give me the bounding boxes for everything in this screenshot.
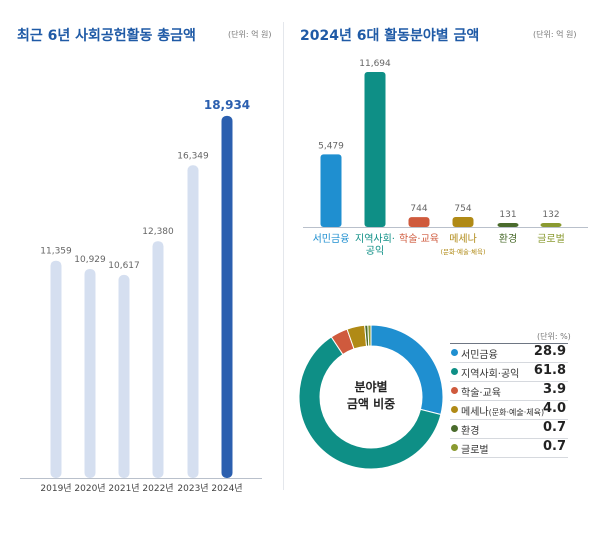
field-amount-chart: 5,479 서민금융 11,694 지역사회·공익 744 학술·교육 754 메세나 (문화·… — [303, 59, 588, 257]
legend-item: 학술·교육 3.9 — [450, 382, 568, 401]
legend-item: 지역사회·공익 61.8 — [450, 363, 568, 382]
legend-top-rule — [450, 343, 568, 344]
legend-value: 61.8 — [533, 363, 566, 378]
field-bar — [364, 72, 386, 227]
field-value-label: 131 — [499, 210, 516, 220]
donut-slice — [367, 324, 372, 347]
legend-item: 서민금융 28.9 — [450, 344, 568, 363]
legend-value: 28.9 — [533, 344, 566, 359]
field-share-donut — [298, 324, 444, 470]
legend-swatch — [451, 425, 458, 432]
field-value-label: 11,694 — [359, 59, 391, 69]
field-value-label: 132 — [542, 210, 559, 220]
year-tick-label: 2024년 — [211, 483, 242, 494]
left-chart-title: 최근 6년 사회공헌활동 총금액 — [17, 28, 196, 44]
legend-swatch — [451, 444, 458, 451]
field-bar — [497, 223, 519, 227]
year-bar — [84, 268, 96, 478]
legend-label: 메세나(문화·예술·체육) — [461, 407, 545, 418]
section-divider — [283, 22, 284, 490]
year-tick-label: 2021년 — [108, 483, 139, 494]
field-tick-label: 서민금융 — [313, 233, 350, 245]
year-tick-label: 2023년 — [177, 483, 208, 494]
year-value-label: 10,617 — [108, 261, 140, 271]
field-bar — [452, 217, 474, 227]
year-value-label: 18,934 — [204, 98, 250, 112]
field-tick-sublabel: (문화·예술·체육) — [440, 247, 485, 256]
legend-sublabel: (문화·예술·체육) — [488, 408, 545, 417]
year-bar — [221, 115, 233, 478]
year-tick-label: 2022년 — [142, 483, 173, 494]
field-tick-label: 학술·교육 — [399, 233, 439, 245]
right-chart-title: 2024년 6대 활동분야별 금액 — [300, 28, 480, 44]
year-value-label: 12,380 — [142, 227, 174, 237]
donut-center-line2: 금액 비중 — [346, 397, 396, 411]
year-value-label: 10,929 — [74, 255, 106, 265]
legend-label: 지역사회·공익 — [461, 369, 520, 380]
legend-value: 4.0 — [542, 401, 566, 416]
yearly-total-chart: 11,359 2019년 10,929 2020년 10,617 2021년 12,380 2… — [20, 98, 262, 494]
year-bar — [50, 260, 62, 478]
legend-label: 서민금융 — [461, 350, 498, 361]
year-tick-label: 2020년 — [74, 483, 105, 494]
legend-swatch — [451, 406, 458, 413]
donut-center-line1: 분야별 — [354, 380, 388, 394]
year-value-label: 11,359 — [40, 247, 72, 257]
year-bar — [152, 241, 164, 478]
field-bar — [320, 154, 342, 227]
legend-label: 학술·교육 — [461, 388, 501, 399]
legend-swatch — [451, 349, 458, 356]
legend-label: 글로벌 — [461, 445, 489, 456]
field-bar — [408, 217, 430, 227]
field-tick-label: 메세나 — [449, 233, 477, 245]
legend-value: 0.7 — [542, 420, 566, 435]
field-tick-label: 지역사회· — [355, 233, 395, 245]
left-unit-label: (단위: 억 원) — [228, 30, 272, 39]
year-bar — [187, 165, 199, 478]
field-bar — [540, 223, 562, 227]
legend-item: 환경 0.7 — [450, 420, 568, 439]
field-value-label: 744 — [410, 204, 427, 214]
donut-slice — [298, 336, 442, 470]
donut-center-label: 분야별 금액 비중 — [336, 379, 406, 413]
year-bar — [118, 274, 130, 478]
legend-swatch — [451, 387, 458, 394]
field-tick-label: 공익 — [366, 245, 384, 257]
donut-unit-label: (단위: %) — [537, 332, 571, 341]
field-tick-label: 글로벌 — [537, 233, 565, 245]
year-tick-label: 2019년 — [40, 483, 71, 494]
field-tick-label: 환경 — [499, 232, 517, 245]
legend-label: 환경 — [461, 426, 480, 437]
year-value-label: 16,349 — [177, 151, 209, 161]
field-value-label: 754 — [454, 204, 471, 214]
legend-value: 0.7 — [542, 439, 566, 454]
legend-swatch — [451, 368, 458, 375]
field-value-label: 5,479 — [318, 141, 344, 151]
legend-item: 메세나(문화·예술·체육) 4.0 — [450, 401, 568, 420]
legend-item: 글로벌 0.7 — [450, 439, 568, 458]
legend-value: 3.9 — [542, 382, 566, 397]
right-unit-label: (단위: 억 원) — [533, 30, 577, 39]
